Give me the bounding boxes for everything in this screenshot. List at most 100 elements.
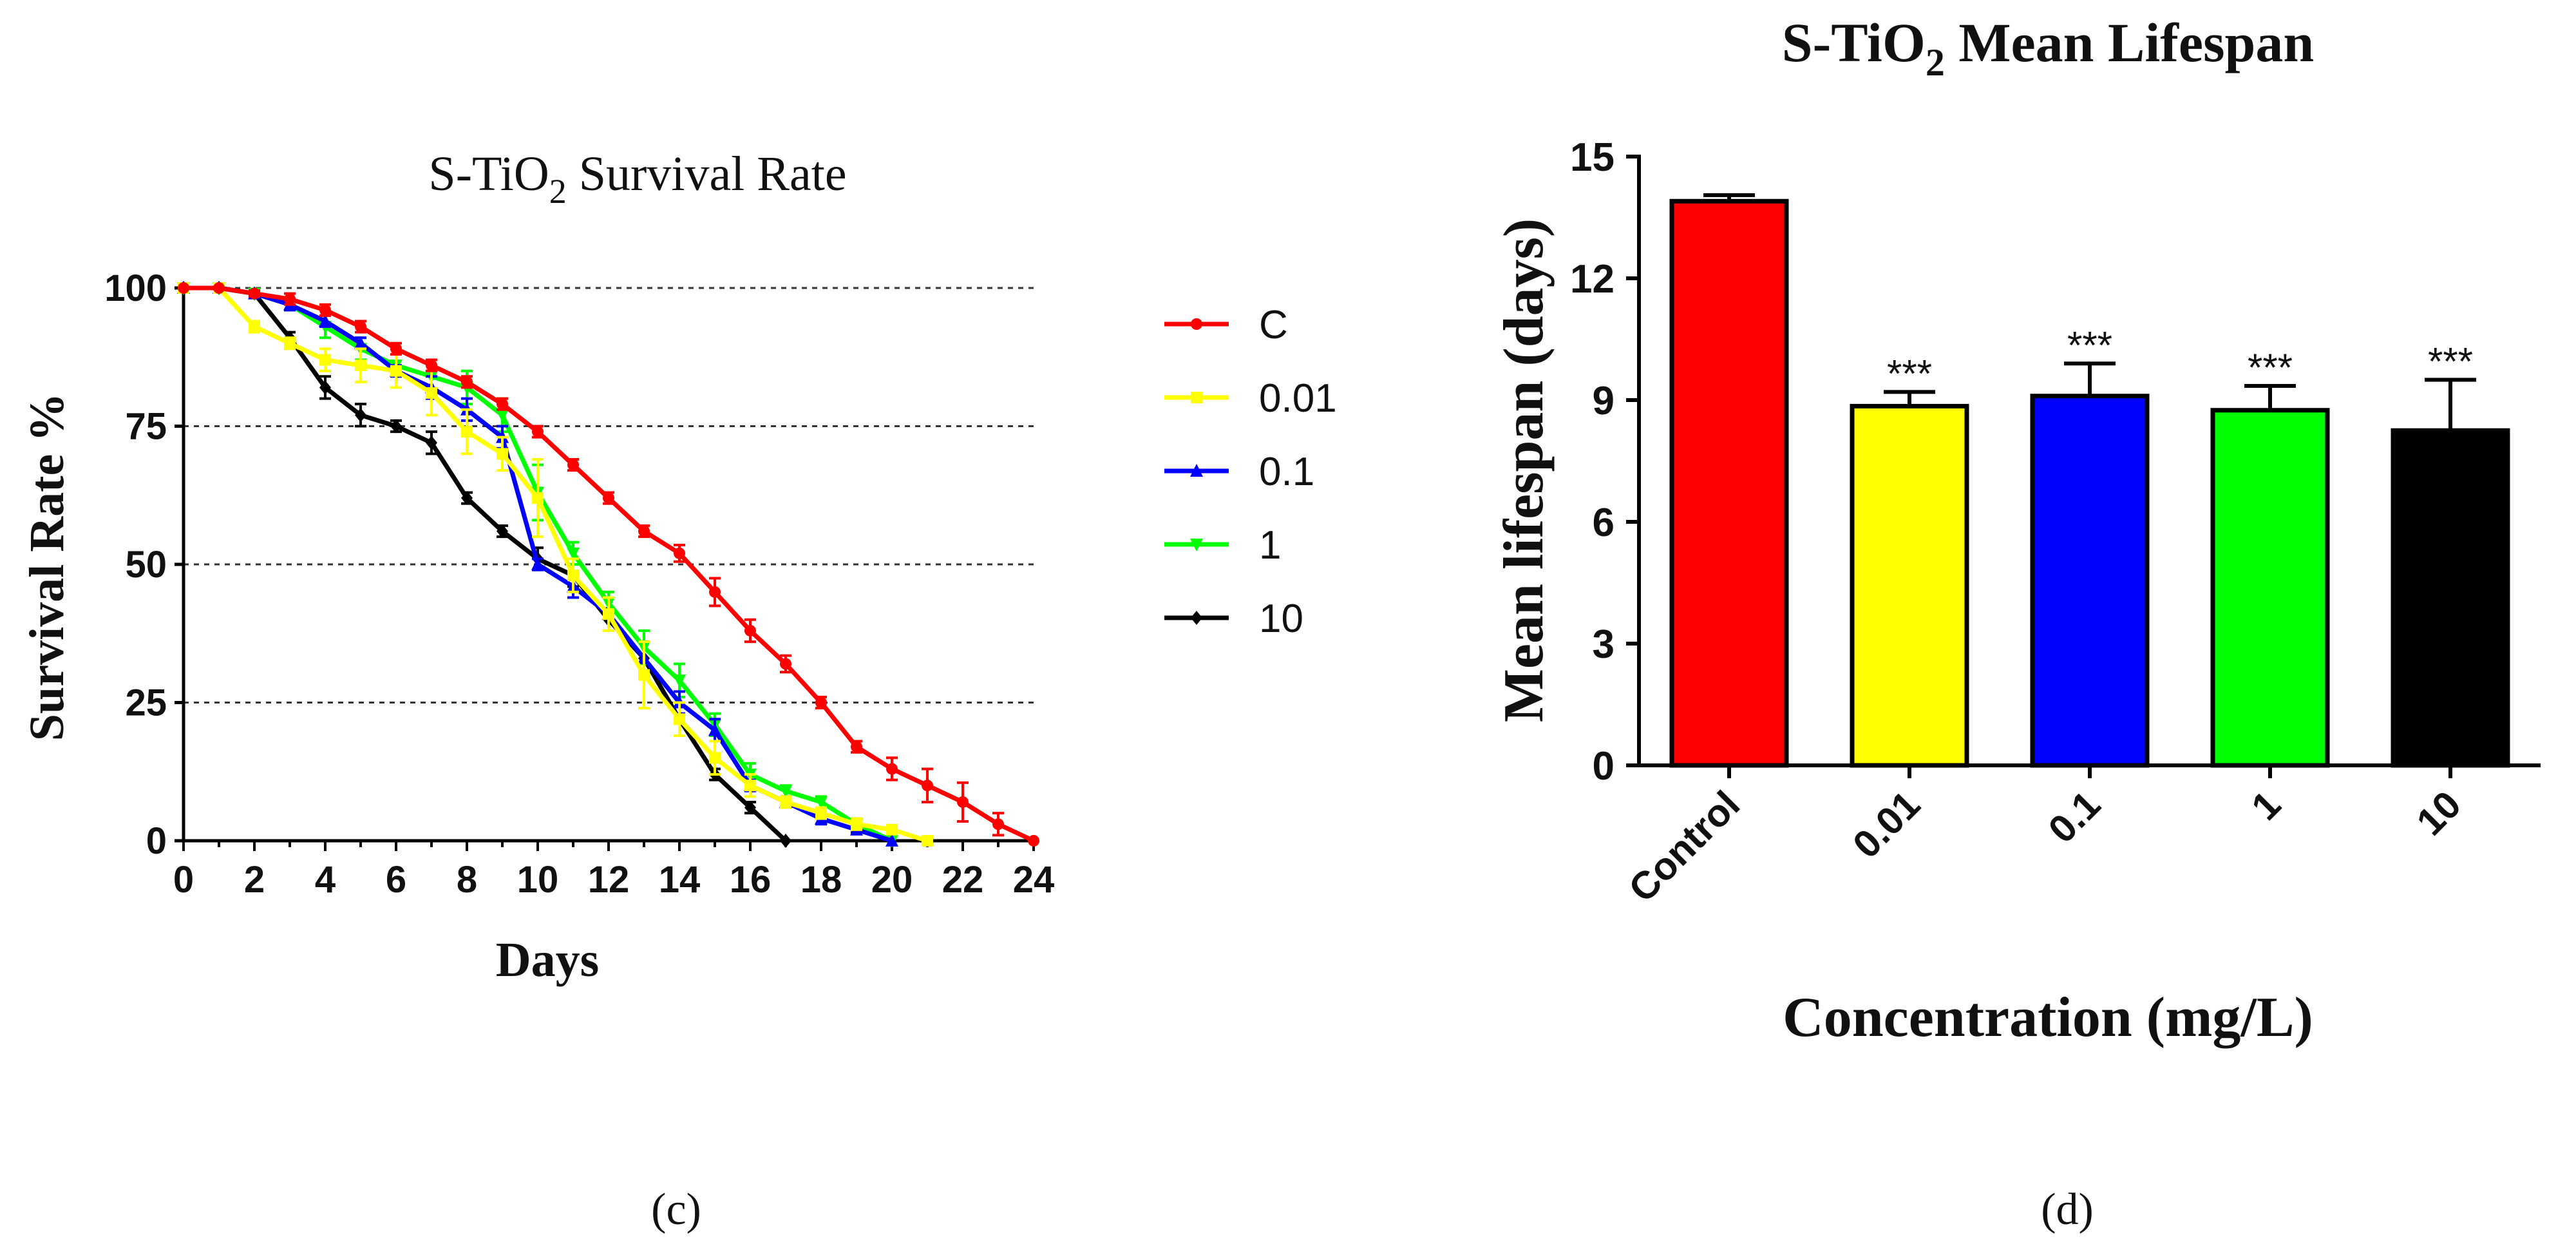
bar-rect [2391, 428, 2510, 768]
series-C [178, 282, 1039, 847]
data-point [744, 780, 756, 792]
series-line [184, 285, 929, 843]
survival-y-tick-label: 50 [125, 544, 167, 586]
data-point [354, 336, 367, 349]
survival-x-tick-label: 8 [457, 859, 477, 901]
lifespan-y-tick-label: 9 [1593, 379, 1615, 423]
data-point [779, 785, 792, 798]
bar-1: *** [2210, 346, 2330, 768]
data-point [744, 624, 756, 637]
significance-marker: *** [1887, 352, 1932, 395]
survival-x-tick-label: 2 [244, 859, 265, 901]
data-point [355, 359, 366, 372]
data-point [284, 293, 296, 305]
data-point [390, 365, 402, 377]
lifespan-y-tick-label: 6 [1593, 501, 1615, 545]
data-point [461, 491, 473, 506]
data-point [178, 282, 189, 294]
survival-y-tick-label: 25 [125, 682, 167, 724]
survival-legend: C 0.01 0.1 1 10 [1164, 303, 1337, 641]
legend-item-10: 10 [1164, 597, 1303, 641]
data-point [603, 492, 614, 504]
data-point [886, 763, 898, 775]
data-point [922, 835, 933, 847]
data-point [426, 436, 437, 450]
lifespan-x-tick-label: 1 [2243, 783, 2289, 829]
survival-x-tick-label: 20 [871, 859, 913, 901]
survival-x-ticks: 0 2 4 6 8 10 12 14 16 18 20 22 24 [173, 841, 1054, 901]
data-point [922, 780, 933, 792]
legend-swatch-marker [1190, 539, 1203, 551]
legend-item-0_01: 0.01 [1164, 376, 1337, 421]
legend-swatch-marker [1190, 464, 1203, 477]
data-point [957, 796, 969, 808]
survival-gridlines [184, 287, 1034, 704]
survival-y-tick-label: 75 [125, 406, 167, 448]
panel-label-c: (c) [651, 1185, 701, 1234]
data-point [886, 834, 898, 847]
legend-swatch-marker [1191, 392, 1202, 403]
panel-label-d: (d) [2041, 1185, 2094, 1234]
data-point [603, 608, 614, 620]
legend-label: C [1259, 303, 1288, 347]
data-point [497, 524, 508, 539]
lifespan-x-axis-label: Concentration (mg/L) [1783, 986, 2313, 1049]
data-point [213, 282, 225, 294]
survival-x-tick-label: 22 [942, 859, 984, 901]
series-0_01 [178, 282, 933, 847]
data-point [532, 426, 544, 438]
data-point [815, 807, 827, 819]
significance-marker: *** [2067, 323, 2112, 367]
data-point [674, 713, 685, 725]
survival-y-tick-label: 100 [104, 267, 167, 309]
legend-label: 10 [1259, 597, 1303, 641]
bar-rect [1850, 403, 1969, 768]
survival-x-tick-label: 12 [588, 859, 630, 901]
data-point [1028, 835, 1039, 847]
lifespan-y-axis-label: Mean lifespan (days) [1493, 218, 1555, 722]
survival-series [177, 281, 1039, 848]
data-point [249, 321, 260, 333]
data-point [249, 287, 260, 300]
data-point [319, 354, 331, 366]
survival-chart-title: S-TiO2 Survival Rate [428, 147, 846, 211]
lifespan-y-tick-label: 0 [1593, 744, 1615, 789]
lifespan-y-tick-label: 15 [1570, 135, 1615, 180]
lifespan-x-tick-label: 10 [2409, 783, 2470, 844]
survival-x-tick-label: 18 [800, 859, 842, 901]
legend-item-C: C [1164, 303, 1288, 347]
survival-y-axis-label: Survival Rate % [20, 393, 74, 741]
legend-swatch-marker [1191, 611, 1202, 625]
data-point [319, 314, 332, 327]
survival-x-tick-label: 14 [659, 859, 701, 901]
legend-item-0_1: 0.1 [1164, 450, 1314, 494]
data-point [780, 658, 791, 670]
series-0_1 [177, 281, 898, 847]
lifespan-x-tick-label: 0.1 [2040, 783, 2108, 851]
data-point [532, 492, 544, 504]
data-point [319, 304, 331, 316]
lifespan-chart-title: S-TiO2 Mean Lifespan [1782, 12, 2314, 84]
lifespan-x-ticks: Control 0.01 0.1 1 10 [1620, 765, 2469, 910]
bar-rect [1669, 198, 1789, 768]
data-point [744, 800, 756, 815]
data-point [992, 818, 1004, 830]
survival-x-tick-label: 10 [517, 859, 559, 901]
survival-y-ticks: 0 25 50 75 100 [104, 267, 184, 862]
data-point [284, 337, 296, 349]
bar-rect [2030, 394, 2150, 768]
significance-marker: *** [2428, 340, 2473, 383]
legend-label: 0.1 [1259, 450, 1314, 494]
data-point [780, 834, 791, 848]
bar-10: *** [2391, 340, 2510, 768]
data-point [567, 459, 579, 471]
data-point [780, 796, 791, 808]
lifespan-y-ticks: 0 3 6 9 12 15 [1570, 135, 1639, 789]
lifespan-x-tick-label: Control [1620, 783, 1748, 910]
lifespan-bars: *** *** *** *** [1669, 193, 2510, 768]
data-point [355, 321, 366, 333]
data-point [673, 675, 686, 688]
data-point [390, 419, 402, 434]
